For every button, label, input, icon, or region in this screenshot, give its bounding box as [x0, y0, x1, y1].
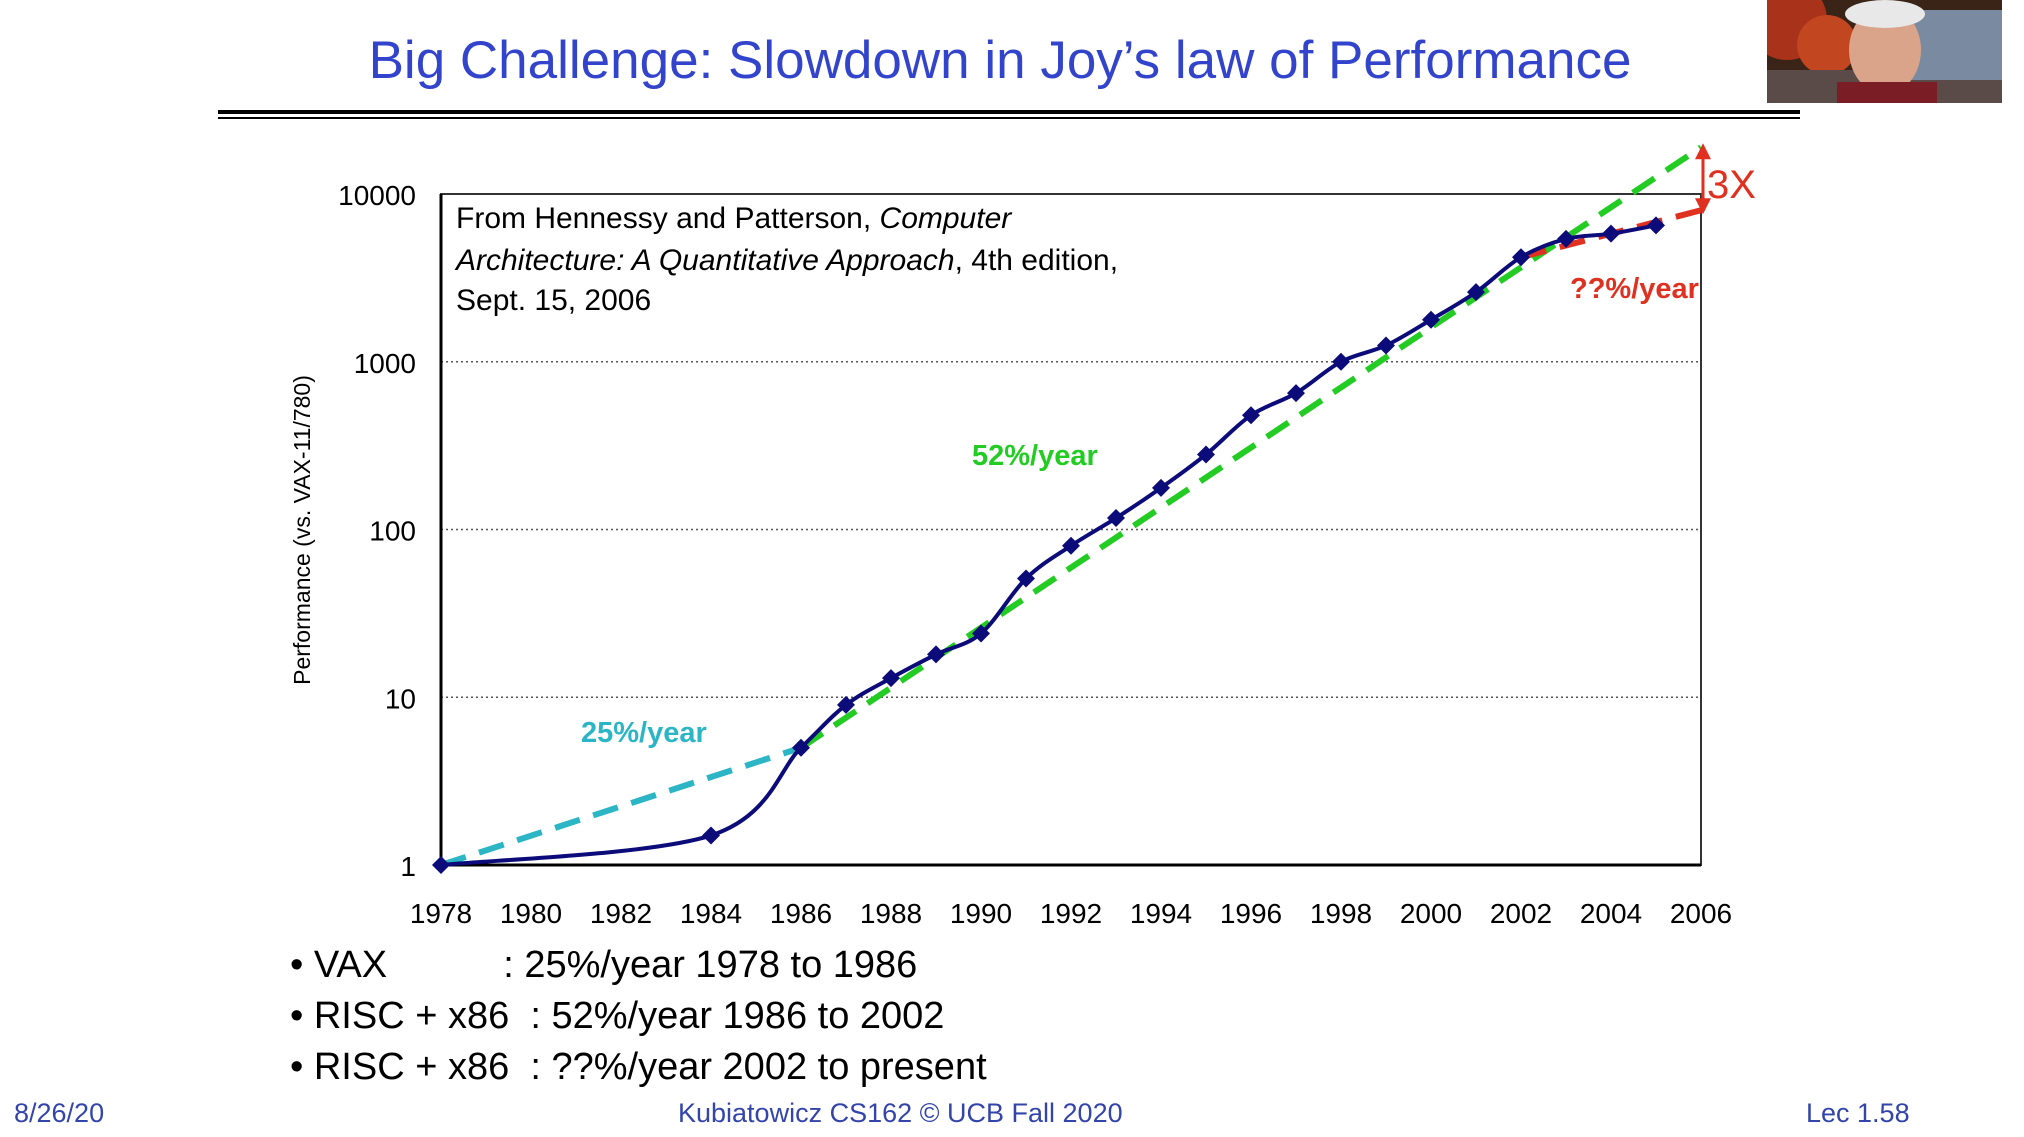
- data-point: [1242, 406, 1260, 425]
- data-point: [972, 624, 990, 643]
- y-tick-label: 10000: [338, 180, 416, 211]
- x-tick-label: 1996: [1220, 898, 1282, 929]
- gap-arrow-head-bottom: [1695, 198, 1711, 215]
- x-tick-label: 1984: [680, 898, 742, 929]
- source-note-line-1: From Hennessy and Patterson, Computer: [456, 202, 1012, 235]
- title-rule-thin: [218, 117, 1800, 119]
- gap-arrow-head-top: [1695, 143, 1711, 160]
- title-rule: [218, 110, 1800, 114]
- y-tick-label: 100: [369, 516, 416, 547]
- x-tick-label: 1988: [860, 898, 922, 929]
- x-tick-label: 1990: [950, 898, 1012, 929]
- y-tick-label: 1: [400, 851, 416, 882]
- x-tick-label: 1998: [1310, 898, 1372, 929]
- data-point: [1152, 478, 1170, 497]
- data-point: [1422, 310, 1440, 329]
- x-tick-label: 2002: [1490, 898, 1552, 929]
- bullet-risc-unknown: • RISC + x86 : ??%/year 2002 to present: [290, 1046, 987, 1088]
- source-note-line-2: Architecture: A Quantitative Approach, 4…: [454, 244, 1118, 277]
- bullet-risc-52: • RISC + x86 : 52%/year 1986 to 2002: [290, 995, 945, 1037]
- data-point: [1062, 536, 1080, 555]
- footer-date: 8/26/20: [14, 1098, 105, 1128]
- performance-series-line: [440, 223, 1657, 867]
- trend-label-52: 52%/year: [972, 440, 1098, 472]
- data-point: [1557, 229, 1575, 248]
- trend-line-25: [440, 744, 802, 868]
- y-axis-label: Performance (vs. VAX-11/780): [289, 375, 315, 685]
- x-tick-label: 1982: [590, 898, 652, 929]
- gap-annotation-3x: 3X: [1707, 163, 1756, 207]
- data-point: [1512, 248, 1530, 267]
- x-tick-label: 1992: [1040, 898, 1102, 929]
- data-point: [1107, 509, 1125, 528]
- data-point: [1287, 384, 1305, 403]
- x-tick-label: 1980: [500, 898, 562, 929]
- y-tick-label: 1000: [354, 348, 416, 379]
- y-tick-label: 10: [385, 683, 416, 714]
- x-tick-label: 2006: [1670, 898, 1732, 929]
- x-tick-label: 2000: [1400, 898, 1462, 929]
- trend-label-unknown: ??%/year: [1570, 273, 1699, 305]
- trend-label-25: 25%/year: [581, 717, 707, 749]
- x-tick-label: 1994: [1130, 898, 1192, 929]
- data-point: [837, 695, 855, 714]
- data-point: [792, 738, 810, 757]
- source-note-line-3: Sept. 15, 2006: [456, 284, 651, 317]
- x-tick-label: 1978: [410, 898, 472, 929]
- footer-course: Kubiatowicz CS162 © UCB Fall 2020: [678, 1098, 1123, 1128]
- data-point: [1467, 283, 1485, 302]
- data-point: [1647, 216, 1665, 235]
- x-tick-label: 2004: [1580, 898, 1642, 929]
- bullet-list: • VAX : 25%/year 1978 to 1986 • RISC + x…: [290, 940, 987, 1093]
- bullet-vax: • VAX : 25%/year 1978 to 1986: [290, 944, 918, 986]
- x-tick-label: 1986: [770, 898, 832, 929]
- footer-lecture: Lec 1.58: [1806, 1098, 1910, 1128]
- data-point: [702, 826, 720, 845]
- data-point: [1017, 569, 1035, 588]
- webcam-video: [1767, 0, 2002, 103]
- data-point: [927, 645, 945, 664]
- data-point: [1332, 352, 1350, 371]
- data-point: [1377, 336, 1395, 355]
- slide-title: Big Challenge: Slowdown in Joy’s law of …: [368, 31, 1632, 90]
- data-point: [882, 669, 900, 688]
- data-point: [432, 856, 450, 874]
- data-point: [1197, 445, 1215, 464]
- data-point: [1602, 224, 1620, 243]
